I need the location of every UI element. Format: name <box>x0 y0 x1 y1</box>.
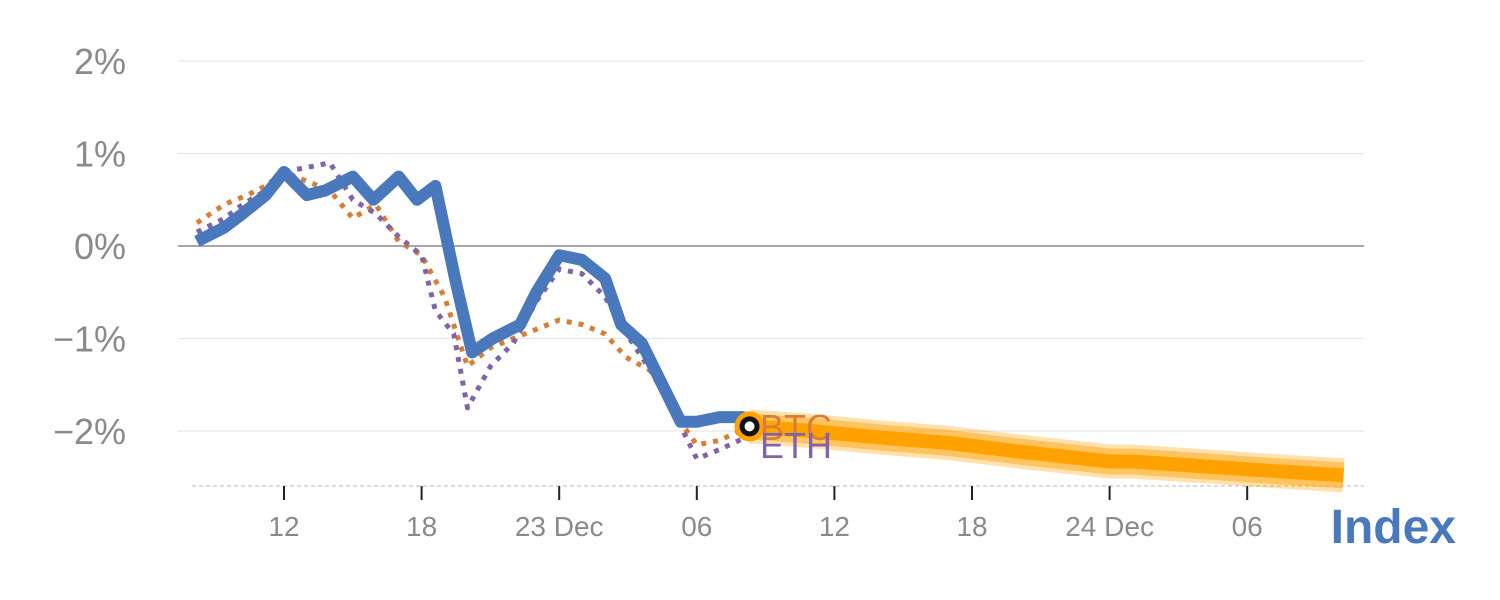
x-tick-label: 23 Dec <box>515 511 604 542</box>
forecast-line <box>748 419 1344 483</box>
series-line-index <box>194 166 755 430</box>
y-tick-label: −2% <box>53 411 126 452</box>
marker-inner <box>744 421 755 432</box>
x-tick-label: 12 <box>268 511 299 542</box>
y-tick-label: −1% <box>53 319 126 360</box>
y-tick-label: 0% <box>74 226 126 267</box>
x-tick-label: 24 Dec <box>1065 511 1154 542</box>
x-tick-label: 18 <box>956 511 987 542</box>
y-tick-label: 2% <box>74 41 126 82</box>
series-label-eth: ETH <box>760 425 832 466</box>
current-point-marker <box>734 411 765 442</box>
series-label-btc: BTC <box>760 407 832 448</box>
series-lines <box>194 160 1345 493</box>
series-line-eth <box>195 160 751 462</box>
x-tick-label: 18 <box>406 511 437 542</box>
x-axis: 12 18 23 Dec 06 12 18 24 Dec 06 <box>268 486 1263 542</box>
x-tick-label: 06 <box>1232 511 1263 542</box>
y-tick-label: 1% <box>74 134 126 175</box>
x-tick-label: 12 <box>819 511 850 542</box>
y-axis: 2% 1% 0% −1% −2% <box>53 41 126 452</box>
chart-title: Index <box>1331 501 1457 554</box>
x-tick-label: 06 <box>681 511 712 542</box>
